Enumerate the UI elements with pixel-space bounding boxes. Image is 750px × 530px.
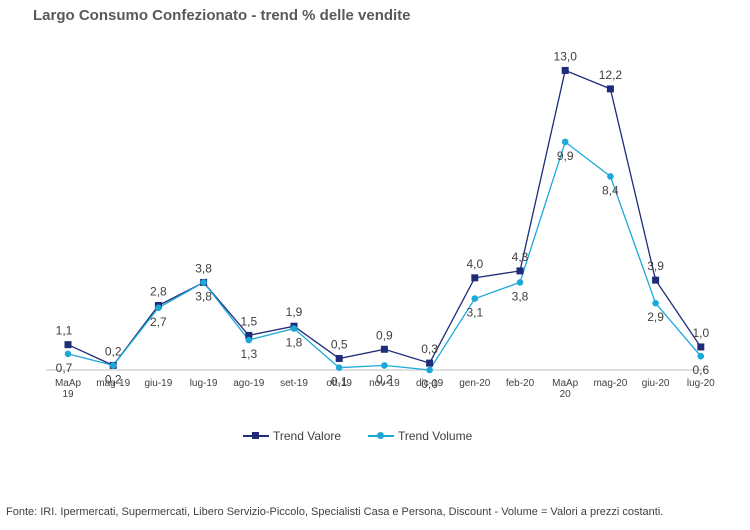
volume-point [64,350,72,358]
volume-point [245,336,253,344]
valore-label: 2,8 [150,284,167,298]
volume-point [697,352,705,360]
x-tick-label: set-19 [280,378,308,389]
valore-label: 1,9 [286,305,303,319]
volume-point [561,138,569,146]
valore-label: 3,9 [647,259,664,273]
valore-label: 0,3 [421,342,438,356]
valore-point [606,85,614,93]
valore-point [561,66,569,74]
valore-point [652,276,660,284]
volume-label: 3,1 [466,306,483,320]
legend-marker [252,432,259,439]
volume-label: 0,2 [376,372,393,386]
valore-point [426,359,434,367]
legend-swatch [243,432,269,439]
volume-point [290,325,298,332]
x-tick-label: giu-19 [144,378,172,389]
legend: Trend Valore Trend Volume [0,429,750,447]
x-tick-label: ott-19 [326,378,352,389]
valore-label: 13,0 [554,49,578,63]
volume-point [652,299,659,307]
valore-point [64,341,72,349]
volume-label: 0,0 [421,377,438,391]
volume-label: 0,2 [105,372,122,386]
volume-point [471,295,479,302]
valore-point [697,343,705,351]
x-tick-label: nov-19 [369,378,400,389]
legend-label: Trend Valore [273,429,342,443]
volume-point [607,173,614,180]
valore-point [516,267,524,275]
data-labels: 1,1 0,7 0,2 0,2 2,8 2,7 3,8 3,8 1,5 1,3 1,9 1,8 0,5 0… [56,49,710,391]
volume-point [426,366,433,374]
x-tick-label: feb-20 [506,378,535,389]
valore-point [245,331,253,339]
valore-label: 12,2 [599,68,623,82]
volume-label: 9,9 [557,149,574,163]
valore-point [380,345,388,353]
volume-label: 3,8 [195,289,212,303]
volume-label: 8,4 [602,183,619,197]
x-tick-label: giu-20 [642,378,670,389]
valore-label: 3,8 [195,261,212,275]
valore-point [335,354,343,362]
x-tick-label: mag-19 [96,378,130,389]
valore-point [471,274,479,282]
legend-label: Trend Volume [398,429,473,443]
source-note: Fonte: IRI. Ipermercati, Supermercati, L… [6,506,664,518]
valore-label: 1,1 [56,324,73,338]
chart-title: Largo Consumo Confezionato - trend % del… [33,7,411,24]
volume-label: 2,7 [150,315,167,329]
volume-label: 1,3 [240,347,257,361]
x-axis: MaAp 19 mag-19 giu-19 lug-19 ago-19 set-19 ott-… [46,369,715,400]
line-chart: MaAp 19 mag-19 giu-19 lug-19 ago-19 set-19 ott-… [46,49,715,400]
volume-point [516,279,524,286]
legend-marker [377,432,384,439]
volume-point [381,362,388,369]
x-tick-label: MaAp 20 [552,378,579,400]
legend-item-volume: Trend Volume [368,429,472,443]
x-tick-label: lug-19 [190,378,218,389]
volume-label: 1,8 [286,336,303,350]
x-tick-label: mag-20 [593,378,627,389]
x-tick-label: lug-20 [687,378,715,389]
valore-label: 0,9 [376,328,393,342]
x-tick-label: gen-20 [459,378,491,389]
volume-point [200,279,207,286]
x-tick-label: MaAp 19 [55,378,82,400]
valore-label: 4,3 [512,250,529,264]
volume-label: 2,9 [647,310,664,324]
legend-swatch [368,432,394,439]
volume-label: 0,7 [56,361,73,375]
valore-label: 0,2 [105,344,122,358]
volume-point [155,304,162,312]
volume-label: 0,6 [692,363,709,377]
x-tick-label: dic-19 [416,378,444,389]
volume-point [109,362,117,369]
volume-point [335,364,343,371]
valore-label: 1,0 [692,326,709,340]
volume-label: 3,8 [512,289,529,303]
valore-label: 0,5 [331,337,348,351]
volume-label: 0,1 [331,375,348,389]
series-layer [64,66,705,374]
valore-label: 1,5 [240,314,257,328]
legend-item-valore: Trend Valore [243,429,341,443]
valore-label: 4,0 [466,257,483,271]
x-tick-label: ago-19 [233,378,265,389]
